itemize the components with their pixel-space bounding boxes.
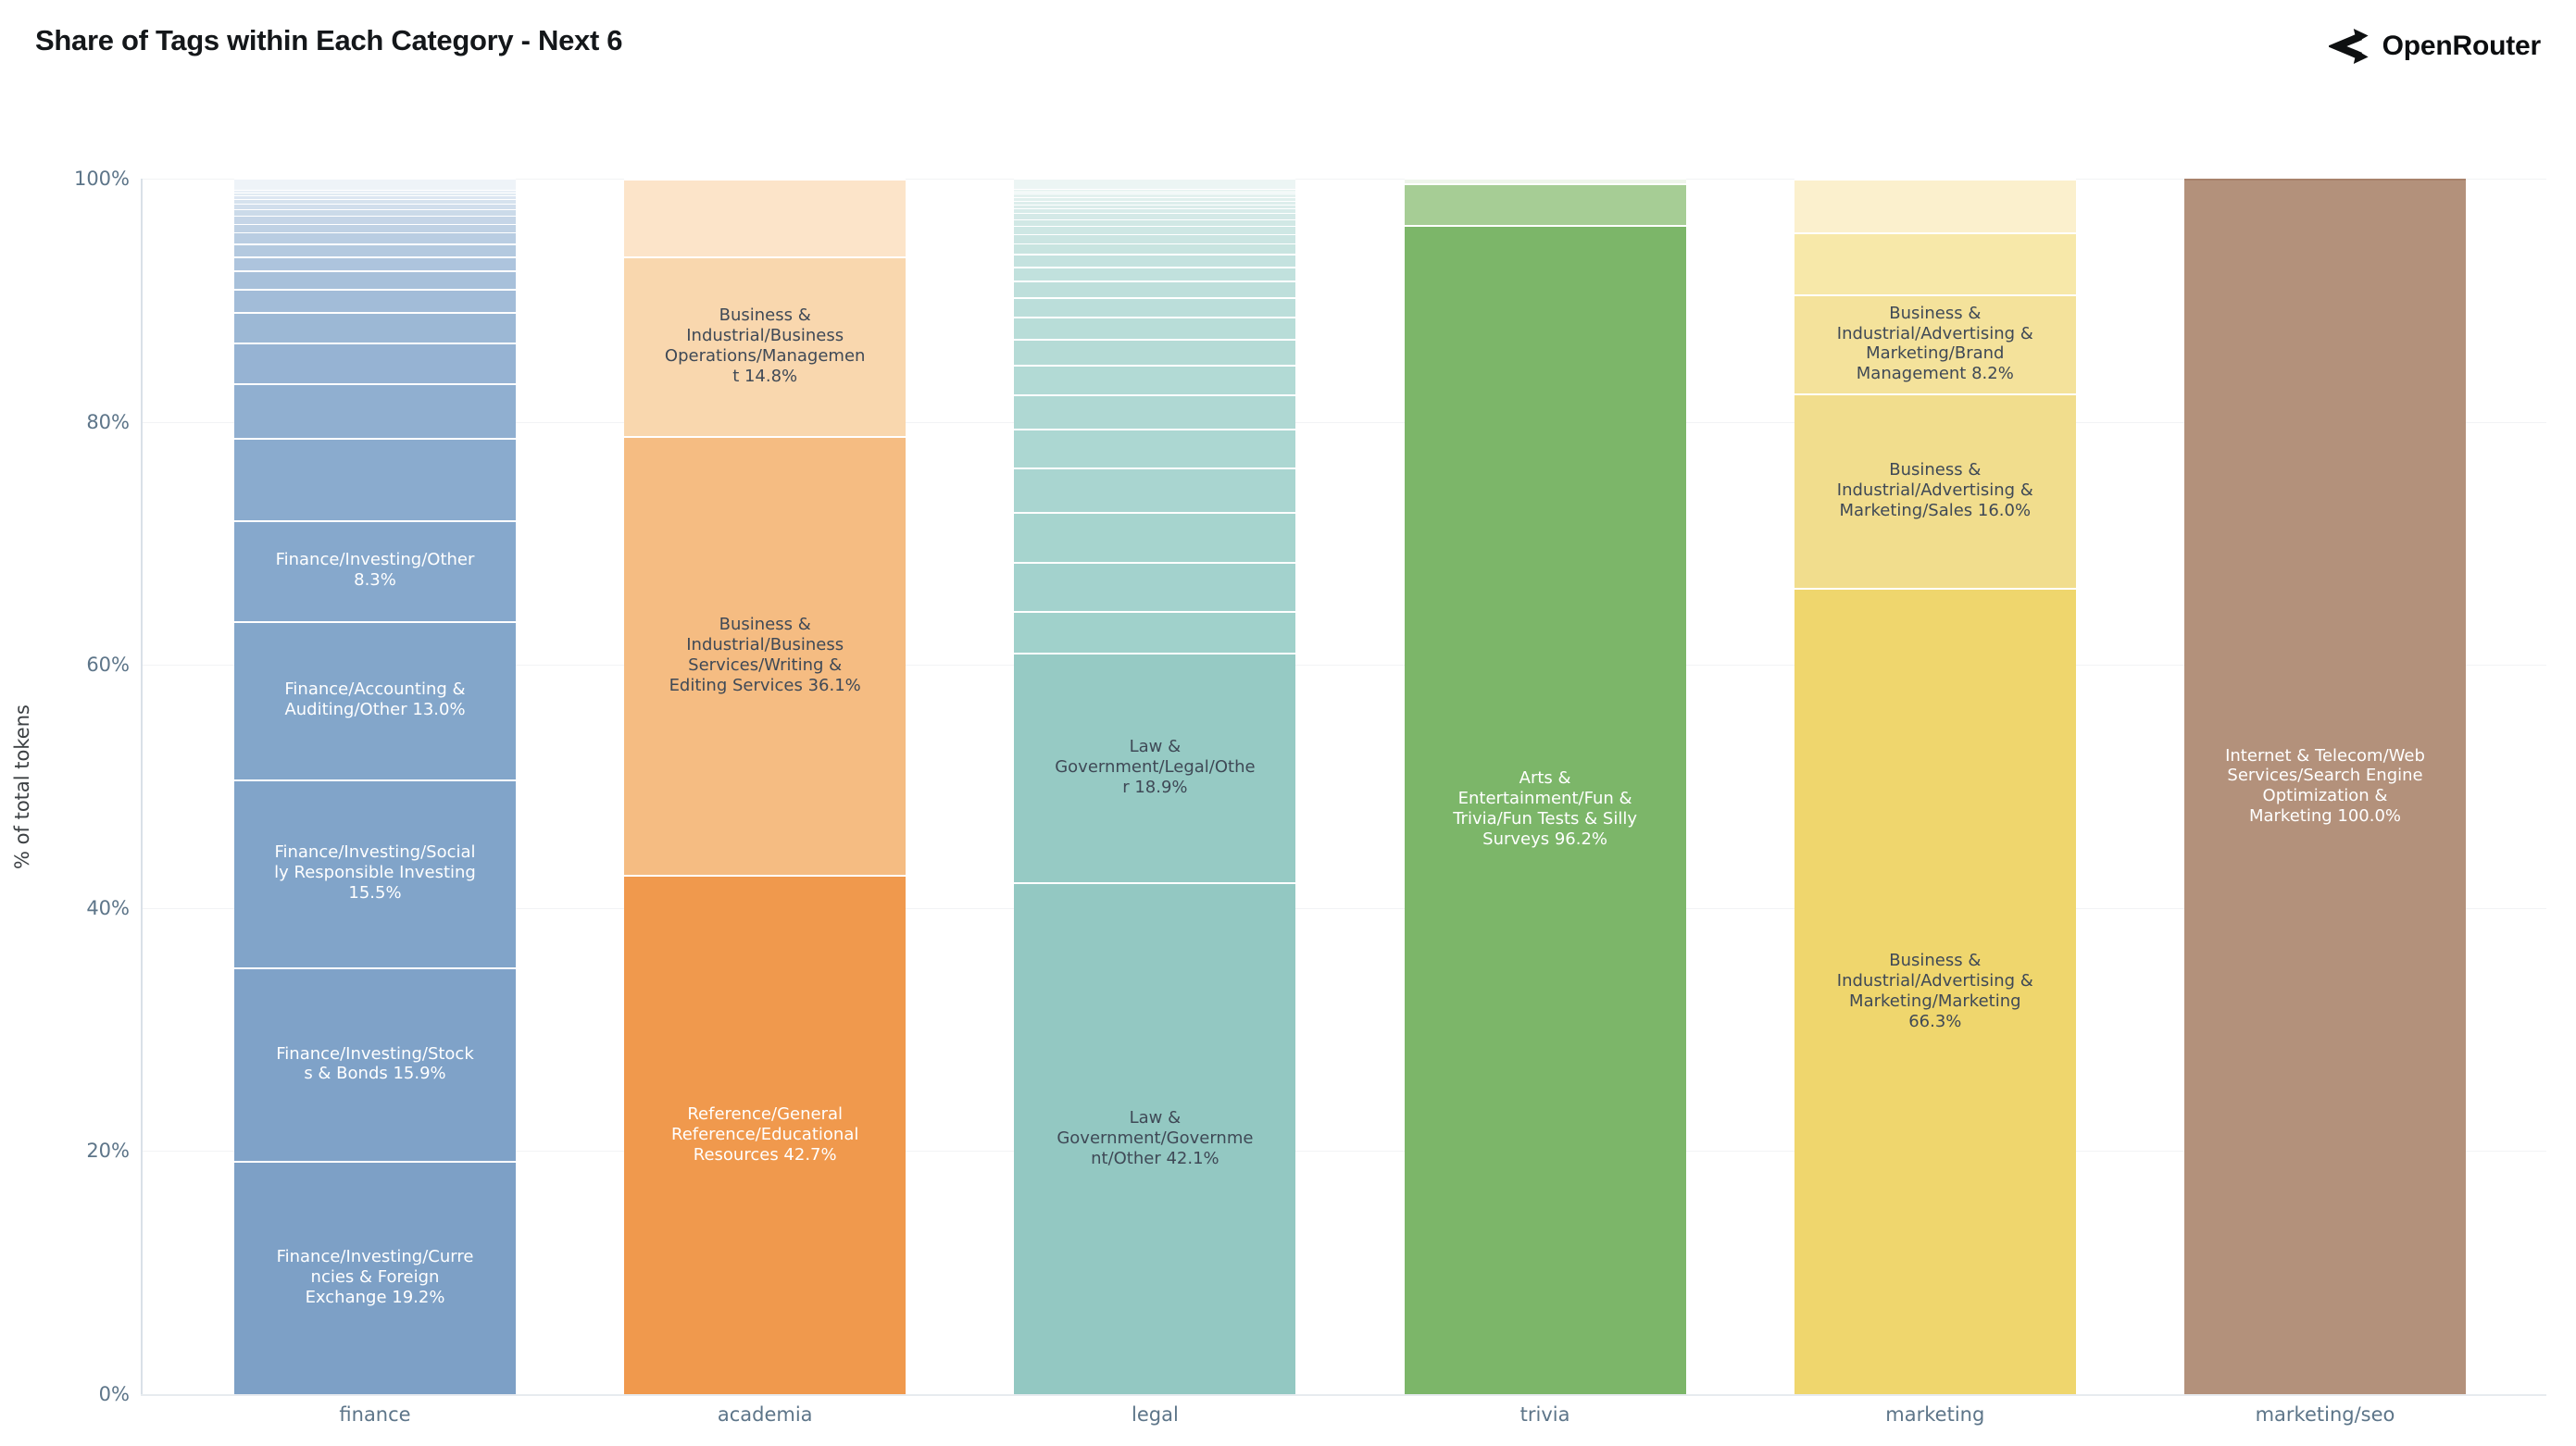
grid-line: [141, 1151, 2546, 1153]
brand-name: OpenRouter: [2382, 31, 2542, 61]
bar-segment-finance[interactable]: [234, 243, 516, 257]
x-tick-label-marketing-seo: marketing/seo: [2255, 1403, 2395, 1426]
bar-segment-legal[interactable]: [1014, 189, 1296, 192]
bar-segment-finance[interactable]: [234, 223, 516, 233]
x-tick-label-marketing: marketing: [1885, 1403, 1985, 1426]
bar-segment-legal[interactable]: [1014, 243, 1296, 255]
grid-line: [141, 421, 2546, 423]
bar-segment-trivia[interactable]: [1404, 183, 1686, 225]
bar-segment-finance[interactable]: [234, 1160, 516, 1394]
grid-line: [141, 665, 2546, 667]
bar-segment-finance[interactable]: [234, 193, 516, 196]
bar-segment-legal[interactable]: [1014, 364, 1296, 395]
bar-segment-finance[interactable]: [234, 437, 516, 520]
bar-segment-legal[interactable]: [1014, 226, 1296, 234]
bar-segment-finance[interactable]: [234, 199, 516, 204]
bar-segment-marketing[interactable]: [1794, 179, 2076, 232]
bar-segment-legal[interactable]: [1014, 196, 1296, 201]
bar-segment-finance[interactable]: [234, 382, 516, 438]
bar-segment-legal[interactable]: [1014, 266, 1296, 281]
y-tick-label: 60%: [86, 654, 130, 677]
y-tick-label: 0%: [98, 1383, 130, 1405]
bar-segment-legal[interactable]: [1014, 193, 1296, 197]
openrouter-icon: [2328, 26, 2370, 67]
bar-segment-legal[interactable]: [1014, 611, 1296, 654]
bar-segment-finance[interactable]: [234, 189, 516, 193]
bar-segment-academia[interactable]: [624, 436, 907, 876]
bar-segment-finance[interactable]: [234, 519, 516, 621]
x-tick-label-trivia: trivia: [1519, 1403, 1570, 1426]
bar-segment-academia[interactable]: [624, 875, 907, 1394]
bar-segment-legal[interactable]: [1014, 428, 1296, 467]
bar-segment-finance[interactable]: [234, 179, 516, 190]
bar-segment-legal[interactable]: [1014, 213, 1296, 219]
bar-segment-legal[interactable]: [1014, 191, 1296, 194]
bar-segment-legal[interactable]: [1014, 208, 1296, 214]
bar-segment-legal[interactable]: [1014, 561, 1296, 612]
bar-segment-finance[interactable]: [234, 342, 516, 383]
bar-segment-marketing[interactable]: [1794, 231, 2076, 294]
bar-segment-marketing-seo[interactable]: [2184, 179, 2466, 1394]
bar-segment-legal[interactable]: [1014, 179, 1296, 190]
x-tick-label-legal: legal: [1131, 1403, 1179, 1426]
bar-segment-legal[interactable]: [1014, 218, 1296, 227]
bar-segment-legal[interactable]: [1014, 467, 1296, 513]
bar-segment-legal[interactable]: [1014, 394, 1296, 429]
bar-segment-trivia[interactable]: [1404, 179, 1686, 184]
y-tick-label: 20%: [86, 1140, 130, 1163]
y-tick-label: 80%: [86, 410, 130, 433]
bar-segment-legal[interactable]: [1014, 339, 1296, 365]
y-tick-label: 100%: [73, 168, 130, 190]
x-axis-line: [141, 1394, 2546, 1396]
bar-segment-legal[interactable]: [1014, 204, 1296, 209]
x-tick-label-finance: finance: [339, 1403, 411, 1426]
bar-segment-marketing[interactable]: [1794, 293, 2076, 394]
bar-segment-finance[interactable]: [234, 779, 516, 968]
bar-segment-legal[interactable]: [1014, 254, 1296, 267]
bar-segment-legal[interactable]: [1014, 317, 1296, 340]
bar-segment-legal[interactable]: [1014, 200, 1296, 205]
y-axis-line: [141, 179, 143, 1394]
bar-segment-legal[interactable]: [1014, 512, 1296, 562]
bar-segment-finance[interactable]: [234, 195, 516, 200]
bar-segment-finance[interactable]: [234, 209, 516, 217]
y-tick-label: 40%: [86, 896, 130, 919]
bar-segment-finance[interactable]: [234, 270, 516, 289]
chart-title: Share of Tags within Each Category - Nex…: [35, 24, 623, 56]
bar-segment-legal[interactable]: [1014, 882, 1296, 1394]
bar-segment-marketing[interactable]: [1794, 393, 2076, 589]
bar-segment-legal[interactable]: [1014, 297, 1296, 318]
bar-segment-finance[interactable]: [234, 288, 516, 312]
y-axis-title: % of total tokens: [11, 704, 33, 869]
bar-segment-marketing[interactable]: [1794, 588, 2076, 1394]
bar-segment-finance[interactable]: [234, 620, 516, 779]
bar-segment-academia[interactable]: [624, 256, 907, 437]
bar-segment-academia[interactable]: [624, 179, 907, 257]
bar-segment-finance[interactable]: [234, 256, 516, 271]
bar-segment-legal[interactable]: [1014, 653, 1296, 883]
bar-segment-legal[interactable]: [1014, 280, 1296, 297]
bar-segment-finance[interactable]: [234, 967, 516, 1161]
bar-segment-trivia[interactable]: [1404, 224, 1686, 1394]
grid-line: [141, 179, 2546, 180]
grid-line: [141, 907, 2546, 909]
brand-logo: OpenRouter: [2328, 26, 2542, 67]
bar-segment-finance[interactable]: [234, 232, 516, 243]
bar-segment-finance[interactable]: [234, 203, 516, 210]
bar-segment-finance[interactable]: [234, 216, 516, 224]
bar-segment-finance[interactable]: [234, 311, 516, 343]
x-tick-label-academia: academia: [717, 1403, 813, 1426]
bar-segment-legal[interactable]: [1014, 233, 1296, 243]
